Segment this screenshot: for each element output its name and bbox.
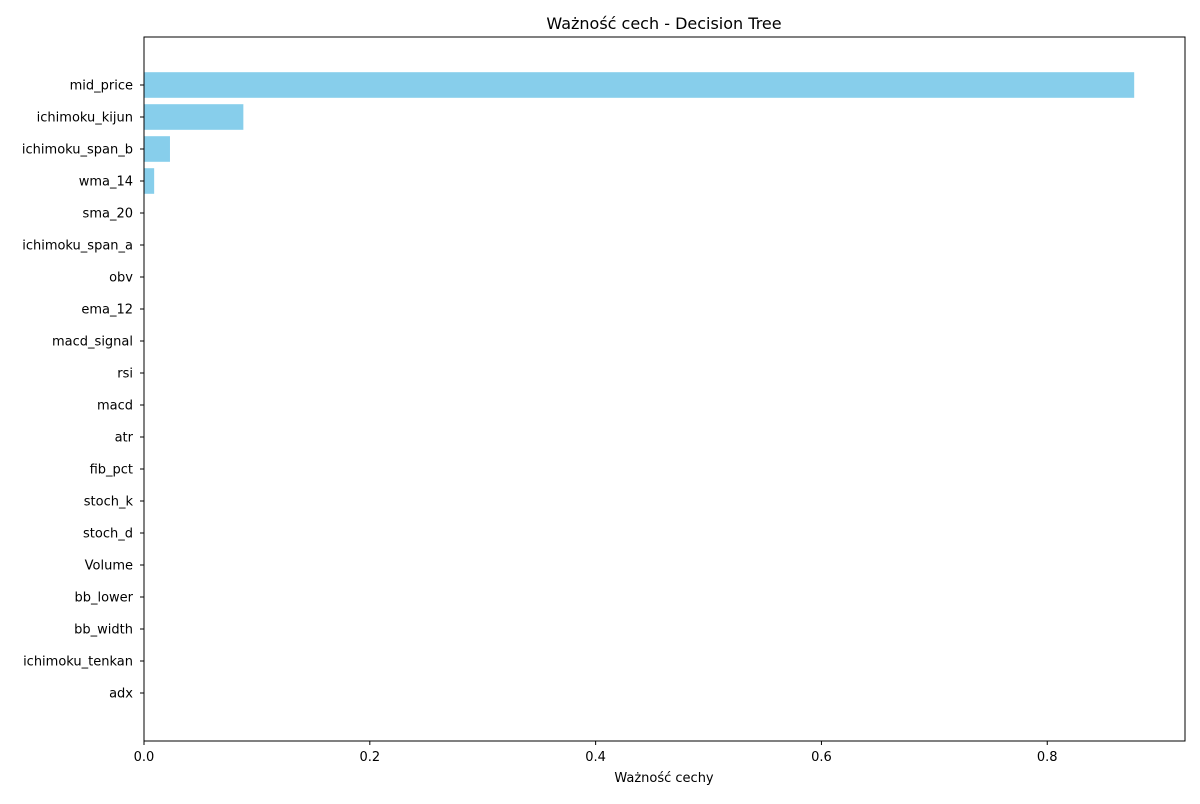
x-ticks-group: 0.0 0.2 0.4 0.6 0.8 [134,741,1058,765]
x-tick-label: 0.6 [811,750,832,765]
x-tick-label: 0.4 [585,750,606,765]
chart-title: Ważność cech - Decision Tree [546,14,781,33]
y-tick-label: fib_pct [90,463,133,478]
y-tick-label: ema_12 [81,303,133,318]
x-axis-label: Ważność cechy [614,771,714,786]
bars-group [144,72,1135,194]
y-tick-label: obv [109,271,133,286]
y-tick-label: macd_signal [52,335,133,350]
bar [144,136,170,162]
y-ticks-group: mid_price ichimoku_kijun ichimoku_span_bwm… [22,79,144,702]
y-tick-label: rsi [117,367,133,382]
plot-area-frame [143,36,1186,742]
y-tick-label: bb_width [74,623,133,638]
y-tick-label: ichimoku_tenkan [23,655,133,670]
bar [144,72,1135,98]
y-tick-label: ichimoku_span_a [22,239,133,254]
bar [144,168,155,194]
y-tick-label: mid_price [70,79,133,94]
x-tick-label: 0.0 [134,750,155,765]
y-tick-label: atr [115,431,134,446]
y-tick-label: ichimoku_span_b [22,143,133,158]
bar [144,104,244,130]
y-tick-label: bb_lower [74,591,133,606]
y-tick-label: sma_20 [83,207,133,222]
y-tick-label: ichimoku_kijun [37,111,133,126]
y-tick-label: stoch_d [83,527,133,542]
y-tick-label: stoch_k [84,495,134,510]
x-tick-label: 0.2 [359,750,380,765]
x-tick-label: 0.8 [1037,750,1058,765]
y-tick-label: wma_14 [79,175,133,190]
y-tick-label: adx [109,687,133,702]
y-tick-label: Volume [85,559,133,574]
y-tick-label: macd [97,399,133,414]
